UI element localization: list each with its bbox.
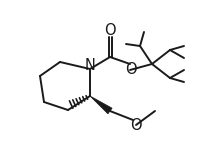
Text: O: O [104, 22, 116, 38]
Polygon shape [90, 96, 112, 114]
Text: O: O [130, 118, 142, 132]
Text: O: O [125, 61, 137, 77]
Text: N: N [85, 57, 95, 73]
